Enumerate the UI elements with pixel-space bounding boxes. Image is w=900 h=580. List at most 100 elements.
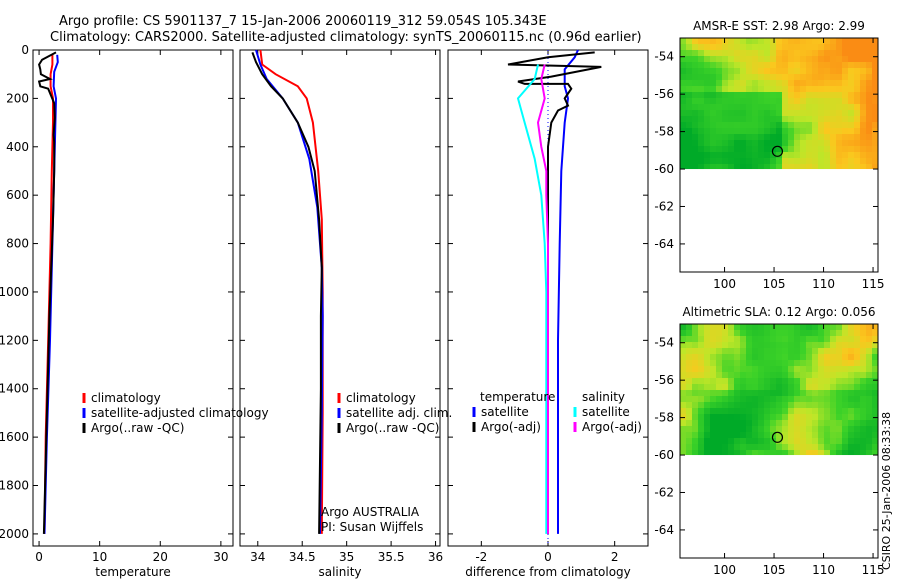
map1-cell	[710, 44, 716, 50]
map1-cell	[854, 134, 860, 140]
map2-cell	[686, 438, 692, 444]
map2-cell	[848, 336, 854, 342]
map2-cell	[680, 330, 686, 336]
map2-cell	[794, 330, 800, 336]
map2-cell	[812, 432, 818, 438]
map2-cell	[848, 444, 854, 450]
p1-xtick-label: 20	[153, 550, 168, 564]
map1-cell	[698, 110, 704, 116]
map1-cell	[704, 116, 710, 122]
map1-cell	[704, 38, 710, 44]
map2-cell	[680, 372, 686, 378]
map1-cell	[782, 122, 788, 128]
map1-cell	[716, 56, 722, 62]
map2-cell	[800, 420, 806, 426]
map1-cell	[698, 86, 704, 92]
map1-cell	[788, 146, 794, 152]
map1-cell	[764, 116, 770, 122]
p2-frame	[239, 49, 441, 547]
map1-cell	[830, 128, 836, 134]
map2-cell	[860, 342, 866, 348]
map2-cell	[752, 336, 758, 342]
map2-cell	[866, 366, 872, 372]
map2-cell	[740, 354, 746, 360]
map2-cell	[704, 360, 710, 366]
map1-cell	[728, 110, 734, 116]
map2-cell	[752, 342, 758, 348]
map1-cell	[746, 128, 752, 134]
map1-cell	[782, 92, 788, 98]
map2-cell	[818, 354, 824, 360]
ytick-label: 1400	[0, 382, 29, 396]
map2-cell	[794, 426, 800, 432]
map1-cell	[698, 104, 704, 110]
map1-cell	[776, 122, 782, 128]
map2-cell	[764, 336, 770, 342]
map1-cell	[872, 140, 878, 146]
map1-cell	[704, 62, 710, 68]
map2-cell	[830, 390, 836, 396]
map2-xtick-label: 105	[763, 563, 786, 577]
map2-cell	[740, 384, 746, 390]
map2-cell	[794, 336, 800, 342]
map1-cell	[770, 56, 776, 62]
map1-xtick-label: 115	[862, 277, 885, 291]
map1-cell	[800, 152, 806, 158]
map1-cell	[770, 140, 776, 146]
map2-cell	[812, 414, 818, 420]
map2-cell	[806, 354, 812, 360]
map1-cell	[818, 152, 824, 158]
map2-cell	[800, 396, 806, 402]
map1-cell	[800, 38, 806, 44]
map2-cell	[848, 420, 854, 426]
map2-cell	[734, 450, 740, 456]
p2-xtick-label: 34	[250, 550, 265, 564]
map1-cell	[764, 158, 770, 164]
map1-cell	[764, 92, 770, 98]
map1-cell	[728, 158, 734, 164]
map2-cell	[728, 426, 734, 432]
map2-cell	[710, 336, 716, 342]
map1-cell	[764, 146, 770, 152]
map1-cell	[776, 110, 782, 116]
map1-cell	[740, 62, 746, 68]
map1-cell	[854, 80, 860, 86]
map1-cell	[788, 134, 794, 140]
p3-legend-heading: salinity	[582, 390, 625, 404]
map2-cell	[824, 426, 830, 432]
map1-ytick-label: -64	[654, 237, 674, 251]
map2-cell	[746, 414, 752, 420]
map2-cell	[758, 414, 764, 420]
map1-cell	[818, 158, 824, 164]
map1-cell	[818, 134, 824, 140]
map1-cell	[716, 134, 722, 140]
map2-cell	[734, 372, 740, 378]
map1-cell	[680, 104, 686, 110]
map2-cell	[752, 408, 758, 414]
map2-cell	[770, 396, 776, 402]
map1-cell	[728, 68, 734, 74]
map2-cell	[752, 438, 758, 444]
map2-cell	[692, 330, 698, 336]
map1-cell	[710, 86, 716, 92]
map1-cell	[740, 140, 746, 146]
map1-cell	[704, 98, 710, 104]
map2-cell	[680, 390, 686, 396]
map1-cell	[830, 62, 836, 68]
map2-cell	[842, 324, 848, 330]
map1-cell	[866, 44, 872, 50]
map2-cell	[770, 378, 776, 384]
map2-cell	[824, 414, 830, 420]
map1-cell	[806, 86, 812, 92]
map2-cell	[710, 372, 716, 378]
map1-cell	[788, 152, 794, 158]
map1-cell	[728, 80, 734, 86]
map2-cell	[752, 450, 758, 456]
map1-cell	[866, 68, 872, 74]
map1-cell	[710, 62, 716, 68]
map2-cell	[824, 330, 830, 336]
map1-cell	[860, 116, 866, 122]
map1-cell	[692, 140, 698, 146]
map2-cell	[842, 366, 848, 372]
map1-cell	[818, 98, 824, 104]
